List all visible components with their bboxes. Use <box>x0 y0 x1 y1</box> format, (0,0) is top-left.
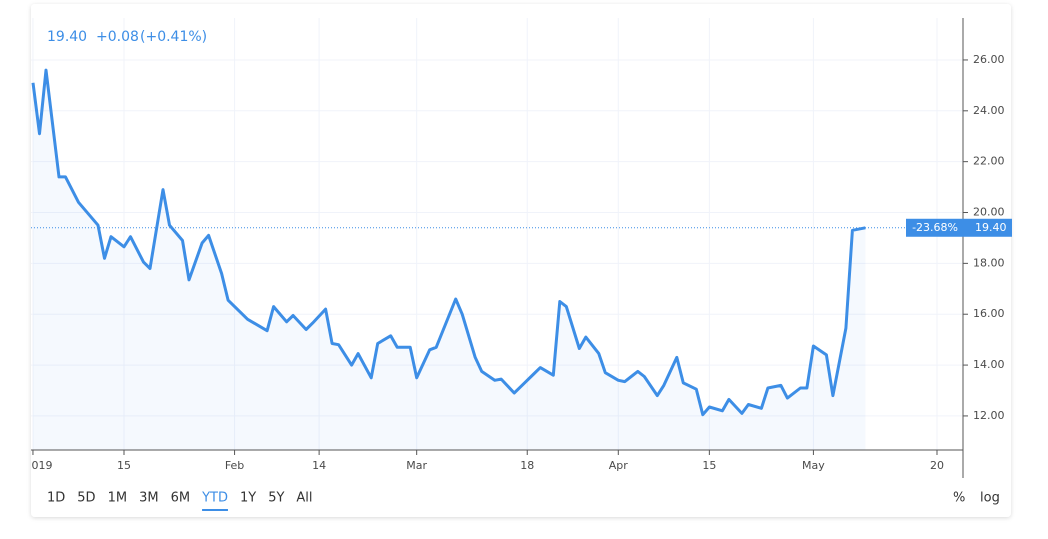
range-button[interactable]: All <box>296 491 312 506</box>
last-price-box <box>906 218 1012 237</box>
y-tick-label: 26.00 <box>973 53 1005 66</box>
scale-button[interactable]: log <box>980 491 1000 506</box>
x-tick-label: 14 <box>312 459 326 472</box>
y-tick-label: 14.00 <box>973 358 1005 371</box>
header-price: 19.40 <box>47 29 87 45</box>
y-tick-label: 22.00 <box>973 155 1005 168</box>
range-button[interactable]: 1D <box>47 491 65 506</box>
x-tick-label: 019 <box>32 459 53 472</box>
range-button[interactable]: 1Y <box>240 491 256 506</box>
x-tick-label: Mar <box>406 459 427 472</box>
x-tick-label: 15 <box>117 459 131 472</box>
range-button[interactable]: 1M <box>108 491 128 506</box>
area <box>33 70 866 450</box>
last-price-label: 19.40 <box>975 221 1007 234</box>
scale-button[interactable]: % <box>953 491 965 506</box>
range-button[interactable]: YTD <box>201 491 228 506</box>
x-tick-label: 15 <box>702 459 716 472</box>
x-tick-label: Apr <box>609 459 629 472</box>
y-tick-label: 20.00 <box>973 206 1005 219</box>
y-tick-label: 18.00 <box>973 256 1005 269</box>
card <box>31 4 1011 517</box>
x-tick-label: 20 <box>930 459 944 472</box>
x-tick-label: 18 <box>520 459 534 472</box>
range-button[interactable]: 3M <box>139 491 159 506</box>
y-tick-label: 16.00 <box>973 307 1005 320</box>
x-tick-label: Feb <box>225 459 244 472</box>
range-button[interactable]: 5D <box>77 491 95 506</box>
header-change-pct: (+0.41%) <box>140 29 207 45</box>
range-button[interactable]: 6M <box>171 491 191 506</box>
range-button[interactable]: 5Y <box>268 491 284 506</box>
last-change-label: -23.68% <box>912 221 958 234</box>
price-line <box>31 68 866 417</box>
x-tick-label: May <box>802 459 825 472</box>
header-change: +0.08 <box>96 29 139 45</box>
y-tick-label: 24.00 <box>973 104 1005 117</box>
y-tick-label: 12.00 <box>973 409 1005 422</box>
